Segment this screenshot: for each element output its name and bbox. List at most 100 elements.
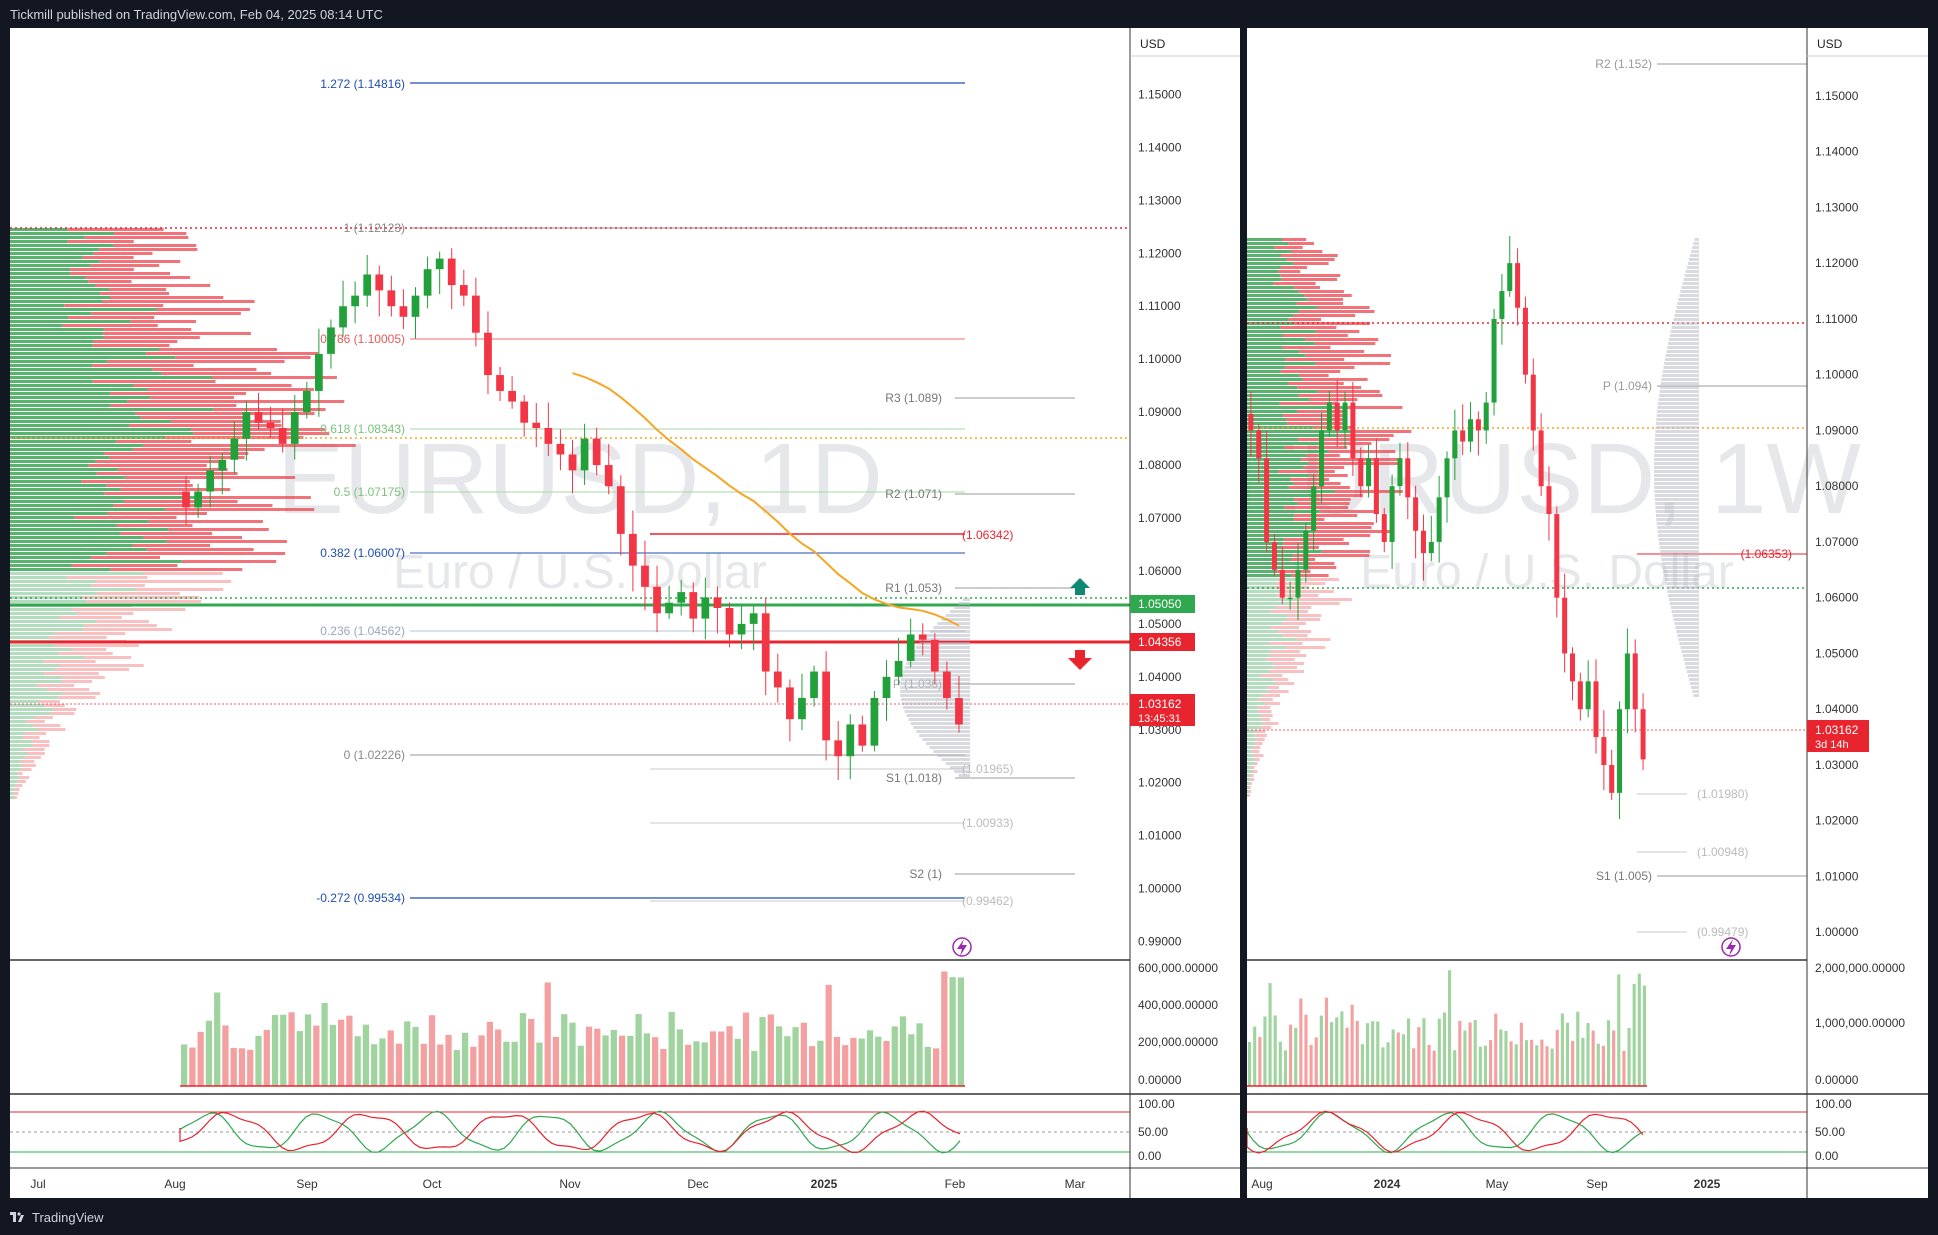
vp-bar-down bbox=[68, 316, 155, 319]
vp-bar-down bbox=[1338, 434, 1394, 437]
vp-bar-down bbox=[120, 532, 213, 535]
vp-bar-down bbox=[1290, 558, 1316, 561]
vp-bar-down bbox=[1253, 754, 1264, 757]
vp-bar-up bbox=[10, 328, 105, 331]
vp-bar-up bbox=[10, 228, 68, 231]
svp-bar bbox=[1675, 310, 1699, 313]
svp-bar bbox=[1658, 534, 1699, 537]
vp-bar-down bbox=[1293, 262, 1329, 265]
svp-bar bbox=[1674, 314, 1699, 317]
vp-bar-down bbox=[13, 792, 19, 795]
svp-bar bbox=[941, 618, 970, 621]
svp-bar bbox=[963, 598, 970, 601]
vp-bar-down bbox=[1297, 438, 1390, 441]
vp-bar-up bbox=[10, 500, 124, 503]
vp-bar-down bbox=[1290, 478, 1330, 481]
volume-bar bbox=[1381, 1047, 1385, 1086]
volume-bar bbox=[470, 1046, 477, 1086]
volume-bar bbox=[784, 1036, 791, 1086]
daily-chart-svg[interactable]: EURUSD, 1D Euro / U.S. Dollar 1.272 (1.1… bbox=[10, 28, 1240, 1198]
vp-bar-down bbox=[27, 752, 45, 755]
chart-panel-weekly[interactable]: EURUSD, 1W Euro / U.S. Dollar R2 (1.152)… bbox=[1247, 28, 1928, 1198]
vp-bar-up bbox=[10, 460, 96, 463]
vp-bar-up bbox=[10, 264, 91, 267]
vp-bar-down bbox=[99, 260, 181, 263]
lightning-icon[interactable] bbox=[1721, 937, 1741, 957]
vp-bar-up bbox=[10, 548, 147, 551]
vp-bar-down bbox=[1270, 610, 1308, 613]
vp-bar-down bbox=[1291, 574, 1329, 577]
volume-bar bbox=[825, 984, 832, 1086]
svp-bar bbox=[900, 686, 970, 689]
vp-bar-up bbox=[10, 672, 45, 675]
svp-bar bbox=[1657, 526, 1699, 529]
candle-body bbox=[665, 602, 673, 614]
vp-bar-down bbox=[91, 556, 161, 559]
vp-bar-up bbox=[1247, 550, 1322, 553]
svp-bar bbox=[1670, 606, 1699, 609]
svp-bar bbox=[1657, 530, 1699, 533]
vp-bar-up bbox=[1247, 390, 1318, 393]
vp-bar-down bbox=[1314, 342, 1376, 345]
candle-body bbox=[1256, 430, 1262, 459]
candle-body bbox=[459, 285, 468, 296]
svp-bar bbox=[1671, 610, 1699, 613]
vp-bar-up bbox=[1247, 374, 1300, 377]
price-axis-label: 1.08000 bbox=[1138, 458, 1182, 472]
vp-bar-down bbox=[52, 708, 77, 711]
osc-axis-label: 0.00 bbox=[1138, 1149, 1162, 1163]
volume-bar bbox=[883, 1040, 890, 1086]
vp-bar-up bbox=[10, 260, 100, 263]
vp-bar-up bbox=[10, 336, 104, 339]
vp-bar-up bbox=[10, 516, 75, 519]
vp-bar-up bbox=[10, 496, 202, 499]
vp-bar-up bbox=[10, 344, 93, 347]
vp-bar-up bbox=[1247, 778, 1251, 781]
vp-bar-down bbox=[104, 452, 249, 455]
price-axis-label: 1.05000 bbox=[1815, 646, 1859, 660]
vp-bar-down bbox=[13, 788, 20, 791]
vp-bar-down bbox=[32, 744, 50, 747]
volume-bar bbox=[726, 1026, 733, 1086]
vp-bar-up bbox=[1247, 614, 1288, 617]
price-axis-label: 1.03000 bbox=[1815, 758, 1859, 772]
price-axis-label: 1.14000 bbox=[1815, 145, 1859, 159]
vp-bar-down bbox=[1299, 374, 1329, 377]
vp-bar-up bbox=[10, 720, 26, 723]
chart-panel-daily[interactable]: EURUSD, 1D Euro / U.S. Dollar 1.272 (1.1… bbox=[10, 28, 1240, 1198]
candle-body bbox=[1452, 430, 1458, 459]
candle-body bbox=[1444, 458, 1450, 498]
tradingview-brand[interactable]: TradingView bbox=[32, 1210, 104, 1225]
vp-bar-up bbox=[10, 428, 192, 431]
vp-bar-down bbox=[1284, 366, 1355, 369]
svp-bar bbox=[1662, 374, 1699, 377]
vp-bar-down bbox=[127, 400, 345, 403]
vp-bar-up bbox=[10, 420, 171, 423]
svp-bar bbox=[1654, 458, 1699, 461]
vp-bar-down bbox=[168, 528, 269, 531]
price-axis-label: 1.01000 bbox=[1138, 829, 1182, 843]
vp-bar-down bbox=[1309, 474, 1348, 477]
vp-bar-down bbox=[1269, 654, 1307, 657]
svp-bar bbox=[1682, 282, 1699, 285]
candle-body bbox=[1460, 430, 1466, 442]
vp-bar-up bbox=[10, 644, 56, 647]
vp-bar-down bbox=[71, 608, 186, 611]
volume-bar bbox=[1304, 1014, 1308, 1086]
lightning-icon[interactable] bbox=[952, 937, 972, 957]
svp-bar bbox=[1657, 406, 1699, 409]
volume-bar bbox=[1391, 1029, 1395, 1086]
volume-bar bbox=[1448, 970, 1452, 1086]
pivot-s1-label: S1 (1.018) bbox=[886, 771, 942, 785]
volume-bar bbox=[1514, 1044, 1518, 1086]
volume-bar bbox=[610, 1029, 617, 1086]
volume-bar bbox=[189, 1047, 196, 1086]
price-axis-label: 1.01000 bbox=[1815, 869, 1859, 883]
vp-bar-down bbox=[113, 244, 197, 247]
svp-bar bbox=[1694, 238, 1699, 241]
fib-382-label: 0.382 (1.06007) bbox=[320, 546, 405, 560]
svp-bar bbox=[1671, 326, 1699, 329]
weekly-chart-svg[interactable]: EURUSD, 1W Euro / U.S. Dollar R2 (1.152)… bbox=[1247, 28, 1928, 1198]
vp-bar-up bbox=[1247, 490, 1335, 493]
vp-bar-up bbox=[1247, 594, 1278, 597]
